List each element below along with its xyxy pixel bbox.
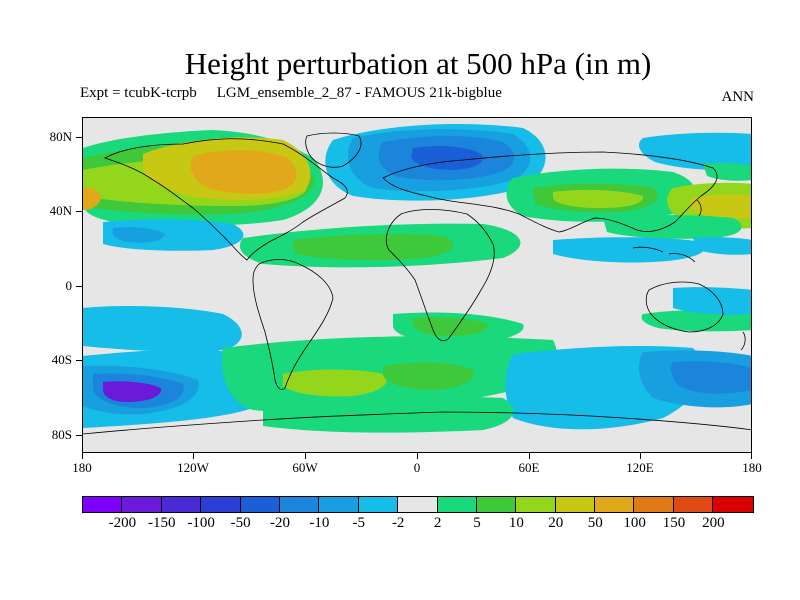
colorbar-label: 10	[508, 515, 524, 531]
contour-subtropical-green	[293, 233, 454, 261]
lon-label-0: 0	[413, 460, 421, 475]
colorbar-label: -150	[148, 515, 176, 531]
colorbar-swatch	[476, 497, 517, 512]
contour-arctic-blue-east	[639, 132, 751, 170]
contour-arctic-teal-east	[703, 163, 751, 181]
lon-label-180w: 180	[72, 460, 92, 475]
lon-label-180e: 180	[742, 460, 762, 475]
colorbar-label: -5	[352, 515, 366, 531]
colorbar-swatch	[358, 497, 399, 512]
contour-east-tropics-teal	[603, 215, 742, 239]
lat-tick-40s	[76, 360, 82, 361]
subtitle: Expt = tcubK-tcrpb LGM_ensemble_2_87 - FA…	[80, 84, 502, 102]
colorbar-label: -10	[309, 515, 330, 531]
lon-tick-180w	[82, 453, 83, 459]
colorbar-swatch	[122, 497, 162, 512]
lon-tick-180e	[751, 453, 752, 459]
lat-tick-80s	[76, 435, 82, 436]
colorbar-swatch	[555, 497, 596, 512]
colorbar-label: 150	[662, 515, 686, 531]
contour-southern-ocean-blue-east-deep	[671, 361, 751, 394]
map-title: Height perturbation at 500 hPa (in m)	[184, 46, 652, 81]
contour-north-america-high-core	[190, 150, 297, 194]
coastline-eurasia	[382, 151, 718, 233]
colorbar-label: -20	[270, 515, 290, 531]
colorbar-swatch	[240, 497, 280, 512]
contour-east-tropics-blue	[693, 237, 751, 255]
colorbar	[82, 496, 754, 513]
lat-tick-40n	[76, 211, 82, 212]
colorbar-label: 20	[548, 515, 564, 531]
colorbar-label: -2	[391, 515, 405, 531]
coastline-north-america	[104, 138, 348, 261]
colorbar-label: 200	[702, 515, 725, 531]
colorbar-swatch	[437, 497, 477, 512]
colorbar-swatch	[673, 497, 714, 512]
lon-label-120e: 120E	[626, 460, 654, 475]
contour-s-indian-green	[383, 362, 474, 390]
colorbar-swatch	[319, 497, 359, 512]
map-panel	[82, 117, 752, 453]
colorbar-label: -50	[230, 515, 251, 531]
season-label: ANN	[721, 89, 755, 105]
colorbar-label: 5	[473, 515, 481, 531]
contour-s-atlantic-yellowgreen	[283, 369, 387, 397]
coastline-south-america	[252, 259, 334, 390]
lon-tick-120w	[193, 453, 194, 459]
colorbar-label: 100	[623, 515, 646, 531]
lat-label-40n: 40N	[49, 203, 72, 218]
contour-se-pacific-blue	[673, 287, 751, 315]
lat-tick-80n	[76, 137, 82, 138]
lon-tick-120e	[640, 453, 641, 459]
contour-se-pacific-teal	[641, 310, 751, 332]
contour-north-pacific-blue-small	[112, 227, 165, 243]
colorbar-swatch	[201, 497, 241, 512]
contour-west-pacific-high	[83, 187, 101, 210]
contour-east-asia-yellowgreen	[553, 189, 644, 208]
colorbar-swatch	[83, 497, 123, 512]
colorbar-label: 50	[587, 515, 603, 531]
lat-label-80n: 80N	[49, 129, 72, 144]
colorbar-swatch	[279, 497, 320, 512]
coastline-africa	[385, 209, 495, 342]
contour-map	[83, 118, 751, 452]
contour-north-pacific-blue	[103, 219, 244, 251]
contour-southern-pacific-low	[103, 381, 162, 402]
coastline-antarctica	[83, 411, 751, 435]
colorbar-swatch	[634, 497, 674, 512]
colorbar-label: -200	[108, 515, 137, 531]
lon-tick-0	[417, 453, 418, 459]
contour-south-blue-band-2	[83, 306, 242, 352]
run-label: LGM_ensemble_2_87 - FAMOUS 21k-bigblue	[216, 85, 502, 101]
lon-label-60w: 60W	[292, 460, 318, 475]
colorbar-swatch	[398, 497, 438, 512]
lat-label-0: 0	[65, 278, 73, 293]
coastline-greenland	[305, 132, 362, 168]
colorbar-swatch	[516, 497, 556, 512]
lat-label-40s: 40S	[51, 352, 72, 367]
colorbar-label: 2	[433, 515, 442, 531]
coastline-australia	[645, 281, 724, 333]
colorbar-swatch	[161, 497, 202, 512]
lat-tick-0	[76, 286, 82, 287]
contour-antarctic-teal	[263, 396, 514, 433]
lon-label-60e: 60E	[518, 460, 540, 475]
contour-tropical-blue-east	[553, 237, 706, 263]
lon-tick-60w	[305, 453, 306, 459]
lon-label-120w: 120W	[177, 460, 209, 475]
contour-nw-pacific-high-core	[689, 194, 751, 219]
coastline-new-zealand	[740, 331, 746, 351]
contour-mid-south-green	[413, 317, 489, 336]
coastline-maritime-continent	[632, 246, 696, 263]
coastline-japan	[696, 199, 702, 217]
coastlines	[83, 132, 751, 435]
colorbar-swatch	[713, 497, 753, 512]
colorbar-label: -100	[187, 515, 215, 531]
lat-label-80s: 80S	[51, 427, 72, 442]
lon-tick-60e	[529, 453, 530, 459]
colorbar-swatch	[595, 497, 635, 512]
experiment-label: Expt = tcubK-tcrpb	[80, 85, 197, 101]
